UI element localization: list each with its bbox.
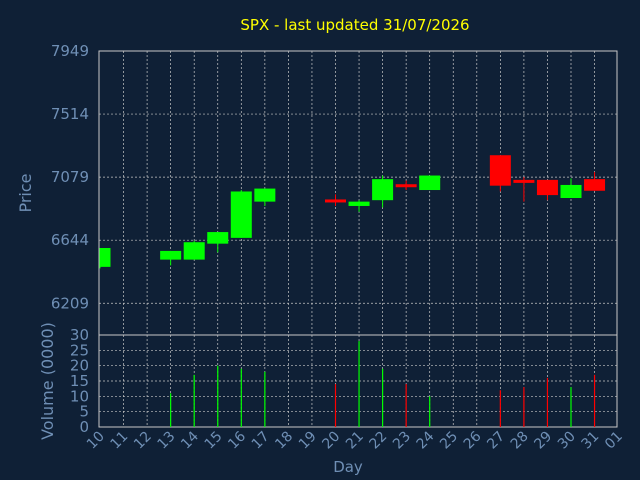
volume-tick-label: 0 bbox=[79, 418, 89, 436]
x-tick-label: 26 bbox=[461, 428, 485, 452]
candle-body bbox=[419, 175, 441, 191]
volume-tick-label: 25 bbox=[70, 341, 89, 359]
x-tick-label: 11 bbox=[107, 429, 131, 453]
x-tick-label: 28 bbox=[508, 429, 532, 453]
candle-body bbox=[183, 242, 205, 260]
candles bbox=[99, 155, 606, 269]
candle-body bbox=[348, 201, 370, 206]
x-tick-label: 13 bbox=[155, 429, 179, 453]
candle-body bbox=[489, 155, 511, 186]
candle-body bbox=[560, 184, 582, 199]
candle-body bbox=[100, 248, 111, 267]
candle-body bbox=[372, 179, 394, 201]
price-axis-label: Price bbox=[16, 173, 35, 212]
x-tick-label: 20 bbox=[319, 429, 343, 453]
price-y-ticks: 6209 6644 7079 7514 7949 bbox=[51, 42, 89, 312]
volume-bars bbox=[170, 341, 596, 427]
x-tick-label: 01 bbox=[602, 429, 626, 453]
candle-body bbox=[513, 179, 535, 183]
candle-body bbox=[584, 179, 606, 191]
candle-body bbox=[536, 179, 558, 196]
x-tick-label: 15 bbox=[202, 429, 226, 453]
x-tick-label: 25 bbox=[437, 429, 461, 453]
candle-body bbox=[160, 250, 182, 260]
volume-tick-label: 15 bbox=[70, 372, 89, 390]
volume-grid bbox=[99, 335, 617, 427]
candle-body bbox=[395, 184, 417, 188]
x-tick-label: 17 bbox=[249, 429, 273, 453]
price-tick-label: 7949 bbox=[51, 42, 89, 60]
x-tick-label: 19 bbox=[296, 429, 320, 453]
x-tick-label: 14 bbox=[178, 428, 202, 452]
x-tick-label: 31 bbox=[578, 429, 602, 453]
x-tick-label: 30 bbox=[555, 429, 579, 453]
price-tick-label: 7079 bbox=[51, 168, 89, 186]
volume-axis-label: Volume (0000) bbox=[38, 322, 57, 440]
candle-body bbox=[325, 199, 346, 203]
volume-tick-label: 10 bbox=[70, 387, 89, 405]
x-tick-label: 24 bbox=[414, 428, 438, 452]
x-tick-label: 21 bbox=[343, 429, 367, 453]
x-axis-label: Day bbox=[333, 458, 363, 476]
chart-title: SPX - last updated 31/07/2026 bbox=[240, 16, 469, 34]
x-tick-label: 12 bbox=[131, 429, 155, 453]
price-tick-label: 7514 bbox=[51, 105, 89, 123]
volume-tick-label: 30 bbox=[70, 326, 89, 344]
x-tick-label: 27 bbox=[484, 429, 508, 453]
x-tick-label: 16 bbox=[225, 428, 249, 452]
volume-tick-label: 5 bbox=[79, 403, 89, 421]
candle-body bbox=[230, 191, 252, 238]
x-ticks: 10 11 12 13 14 15 16 17 18 19 20 21 22 23 24 25 26 27 28 29… bbox=[84, 428, 626, 452]
candle-body bbox=[207, 232, 229, 244]
x-tick-label: 22 bbox=[367, 429, 391, 453]
price-tick-label: 6644 bbox=[51, 231, 89, 249]
x-tick-label: 18 bbox=[272, 429, 296, 453]
price-tick-label: 6209 bbox=[51, 294, 89, 312]
x-tick-label: 23 bbox=[390, 429, 414, 453]
candle-body bbox=[254, 188, 276, 202]
x-tick-label: 29 bbox=[531, 429, 555, 453]
volume-tick-label: 20 bbox=[70, 357, 89, 375]
